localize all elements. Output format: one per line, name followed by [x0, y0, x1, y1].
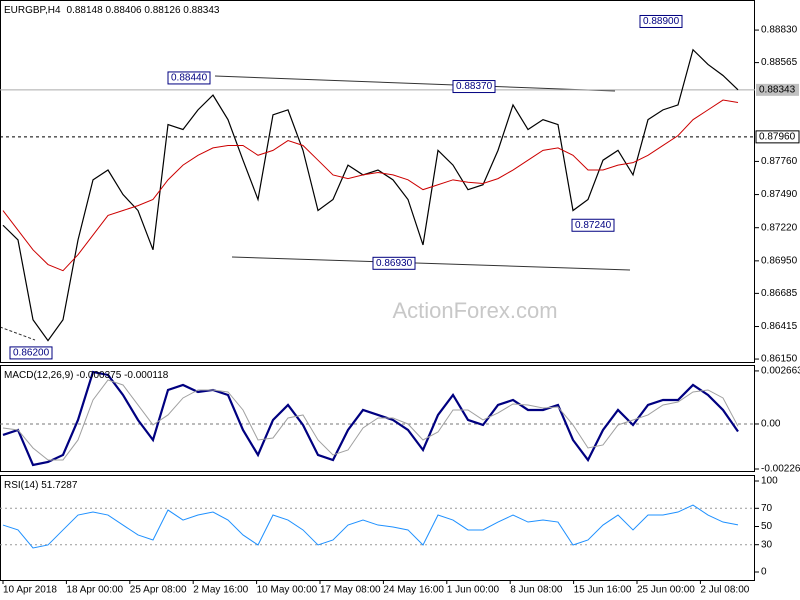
- panel-title: RSI(14) 51.7287: [4, 480, 78, 491]
- series-line: [2, 48, 739, 342]
- panel-frame: [0, 0, 755, 363]
- annotation-box: [571, 218, 615, 232]
- series-line: [2, 99, 739, 272]
- panel-title-text: EURGBP,H4: [4, 5, 61, 16]
- y-tick-label: 0.87220: [761, 222, 798, 233]
- price-label: 0.87960: [759, 132, 796, 143]
- annotation-label: 0.86200: [13, 348, 50, 359]
- annotation-box: [167, 71, 211, 85]
- y-tick-label: 0.86685: [761, 288, 798, 299]
- x-tick-label: 10 May 00:00: [257, 585, 318, 596]
- watermark: ActionForex.com: [392, 298, 557, 323]
- y-tick-label: 30: [761, 539, 773, 550]
- panel-subtitle: 0.88148 0.88406 0.88126 0.88343: [67, 5, 220, 16]
- price-label-box: [755, 130, 800, 144]
- annotation-box: [452, 80, 496, 94]
- y-tick-label: 0.86415: [761, 321, 798, 332]
- y-tick-label: 0: [761, 567, 767, 578]
- x-tick-label: 2 May 16:00: [193, 585, 248, 596]
- panel-title-text: MACD(12,26,9) -0.000375 -0.000118: [4, 370, 169, 381]
- x-tick-label: 24 May 16:00: [383, 585, 444, 596]
- series-line: [2, 379, 739, 461]
- x-tick-label: 18 Apr 00:00: [66, 585, 123, 596]
- y-tick-label: 0.88565: [761, 57, 798, 68]
- annotation-box: [639, 14, 683, 28]
- trend-line: [231, 256, 631, 271]
- y-tick-label: 50: [761, 521, 773, 532]
- trend-line: [214, 75, 616, 92]
- y-tick-label: 0.87490: [761, 189, 798, 200]
- annotation-box: [372, 256, 416, 270]
- y-tick-label: 70: [761, 503, 773, 514]
- annotation-label: 0.88440: [171, 73, 208, 84]
- y-tick-label: 0.86950: [761, 255, 798, 266]
- x-tick-label: 8 Jun 08:00: [510, 585, 563, 596]
- annotation-label: 0.88370: [456, 81, 493, 92]
- annotation-box: [9, 346, 53, 360]
- panel-title: MACD(12,26,9) -0.000375 -0.000118: [4, 370, 169, 381]
- x-tick-label: 15 Jun 16:00: [574, 585, 632, 596]
- y-tick-label: 0.86150: [761, 354, 798, 365]
- y-tick-label: 0.88830: [761, 25, 798, 36]
- annotation-label: 0.88900: [643, 16, 680, 27]
- panel-frame: [0, 475, 755, 581]
- series-line: [2, 370, 739, 467]
- y-tick-label: -0.00226: [761, 464, 800, 475]
- panel-title: EURGBP,H4 0.88148 0.88406 0.88126 0.88343: [4, 5, 220, 16]
- annotation-label: 0.86930: [376, 258, 413, 269]
- x-tick-label: 10 Apr 2018: [3, 585, 57, 596]
- y-tick-label: 100: [761, 476, 778, 487]
- x-tick-label: 25 Apr 08:00: [130, 585, 187, 596]
- y-tick-label: 0.87760: [761, 156, 798, 167]
- x-tick-label: 2 Jul 08:00: [700, 585, 749, 596]
- x-tick-label: 17 May 08:00: [320, 585, 381, 596]
- y-tick-label: 0.00: [761, 419, 781, 430]
- trend-line: [0, 326, 36, 341]
- panel-frame: [0, 365, 755, 472]
- y-tick-label: 0.002663: [761, 366, 800, 377]
- price-label-box: [756, 83, 799, 96]
- annotation-label: 0.87240: [575, 220, 612, 231]
- panel-title-text: RSI(14) 51.7287: [4, 480, 78, 491]
- series-line: [2, 504, 739, 549]
- x-tick-label: 25 Jun 00:00: [637, 585, 695, 596]
- price-label: 0.88343: [759, 84, 796, 95]
- x-tick-label: 1 Jun 00:00: [447, 585, 500, 596]
